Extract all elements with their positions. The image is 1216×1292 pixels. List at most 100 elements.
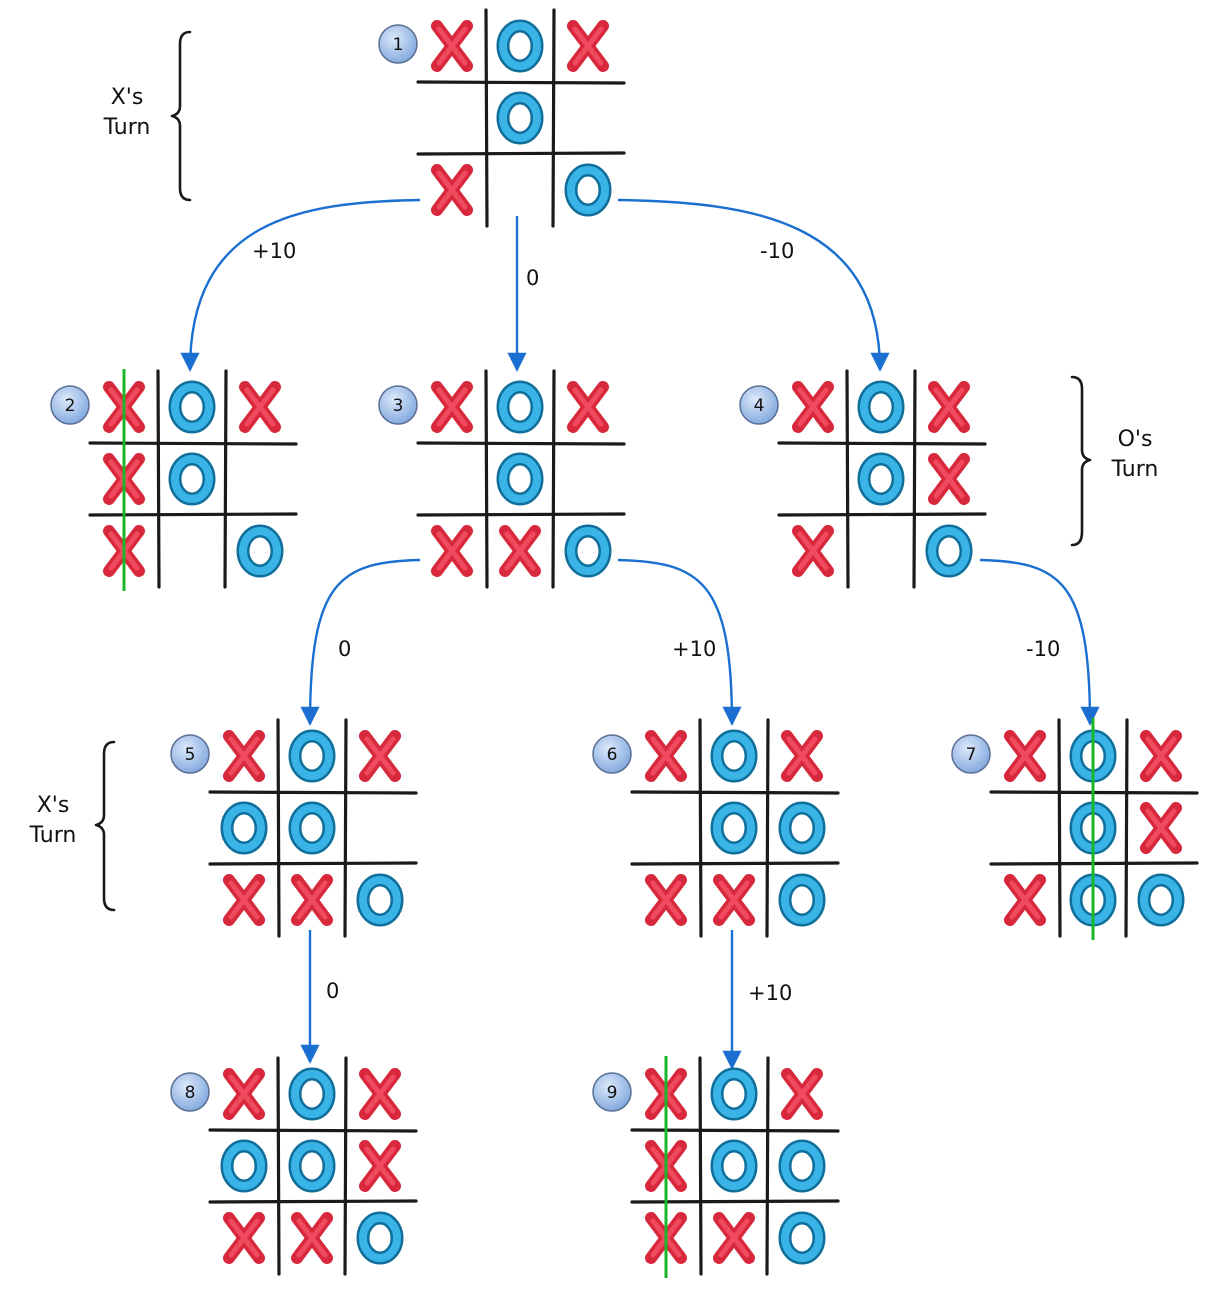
x-mark <box>1140 730 1182 782</box>
x-mark <box>645 730 687 782</box>
grid-line <box>208 861 418 866</box>
o-mark <box>778 1139 826 1193</box>
grid-line <box>551 369 556 589</box>
x-mark <box>291 874 333 926</box>
grid-line <box>416 80 626 85</box>
node-number: 7 <box>966 745 977 765</box>
x-mark <box>431 164 473 216</box>
edge-label: +10 <box>252 239 296 263</box>
grid-line <box>845 369 850 589</box>
node-number: 5 <box>185 745 196 765</box>
turn-label-line2: Turn <box>103 115 151 140</box>
turn-annotation-3: X's Turn <box>29 740 116 912</box>
grid-line <box>88 512 298 517</box>
o-mark <box>925 524 973 578</box>
o-mark <box>564 524 612 578</box>
o-mark <box>220 1139 268 1193</box>
edge-label: -10 <box>1026 637 1060 661</box>
grid-line <box>156 369 161 589</box>
grid-line <box>416 441 626 446</box>
turn-annotation-2: O's Turn <box>1070 375 1158 547</box>
edge-1-3: 0 <box>507 216 539 372</box>
o-mark <box>168 452 216 506</box>
o-mark <box>496 452 544 506</box>
grid-line <box>276 1056 281 1276</box>
o-mark <box>857 380 905 434</box>
x-mark <box>1004 874 1046 926</box>
o-mark <box>288 729 336 783</box>
x-mark <box>431 381 473 433</box>
o-mark <box>778 801 826 855</box>
node-badge: 1 <box>378 24 418 64</box>
edge-5-8: 0 <box>300 930 339 1064</box>
grid-line <box>765 718 770 938</box>
node-number: 8 <box>185 1083 196 1103</box>
edge-label: +10 <box>672 637 716 661</box>
turn-label-line2: Turn <box>29 823 77 848</box>
turn-annotation-1: X's Turn <box>103 30 192 202</box>
x-mark <box>239 381 281 433</box>
edge-label: -10 <box>760 239 794 263</box>
o-mark <box>778 873 826 927</box>
o-mark <box>220 801 268 855</box>
o-mark <box>356 1211 404 1265</box>
edge-arrow <box>979 558 1100 726</box>
grid-line <box>416 151 626 156</box>
edges-layer: +10 0 -10 0 +10 -10 0 +10 <box>180 198 1100 1070</box>
node-number: 6 <box>607 745 618 765</box>
edge-label: 0 <box>338 637 351 661</box>
grid-line <box>276 718 281 938</box>
brace-left <box>170 30 192 202</box>
o-mark <box>857 452 905 506</box>
x-mark <box>645 874 687 926</box>
x-mark <box>431 525 473 577</box>
grid-line <box>777 441 987 446</box>
grid-line <box>777 512 987 517</box>
o-mark <box>288 1139 336 1193</box>
grid-line <box>484 8 489 228</box>
board-7: 7 <box>951 718 1199 940</box>
node-badge: 5 <box>170 734 210 774</box>
grid-line <box>912 369 917 589</box>
board-9: 9 <box>592 1056 840 1278</box>
grid-line <box>698 718 703 938</box>
x-mark <box>713 1212 755 1264</box>
board-4: 4 <box>739 369 987 589</box>
node-number: 9 <box>607 1083 618 1103</box>
edge-6-9: +10 <box>722 930 792 1070</box>
x-mark <box>359 1140 401 1192</box>
edge-3-6: +10 <box>617 558 742 726</box>
board-2: 2 <box>50 369 298 591</box>
grid-line <box>698 1056 703 1276</box>
o-mark <box>778 1211 826 1265</box>
x-mark <box>781 730 823 782</box>
edge-arrow <box>180 198 421 372</box>
node-number: 1 <box>393 35 404 55</box>
board-5: 5 <box>170 718 418 938</box>
grid-line <box>1057 718 1062 938</box>
node-badge: 9 <box>592 1072 632 1112</box>
boards-layer: 1 2 3 4 5 6 7 8 9 <box>50 8 1199 1278</box>
o-mark <box>710 1067 758 1121</box>
brace-right <box>1070 375 1092 547</box>
node-badge: 8 <box>170 1072 210 1112</box>
x-mark <box>792 381 834 433</box>
grid-line <box>484 369 489 589</box>
turn-annotations: X's Turn O's Turn X's Turn <box>29 30 1158 912</box>
o-mark <box>496 19 544 73</box>
o-mark <box>564 163 612 217</box>
o-mark <box>356 873 404 927</box>
grid-line <box>88 441 298 446</box>
board-8: 8 <box>170 1056 418 1276</box>
grid-line <box>223 369 228 589</box>
node-badge: 6 <box>592 734 632 774</box>
x-mark <box>359 730 401 782</box>
o-mark <box>710 729 758 783</box>
x-mark <box>223 1068 265 1120</box>
x-mark <box>223 874 265 926</box>
grid-line <box>343 718 348 938</box>
grid-line <box>208 790 418 795</box>
o-mark <box>496 91 544 145</box>
x-mark <box>1140 802 1182 854</box>
